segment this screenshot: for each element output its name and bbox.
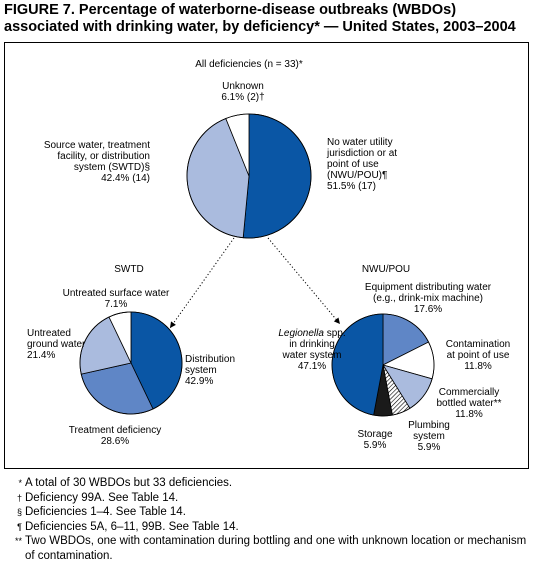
pie-title-swtd: SWTD: [114, 264, 143, 275]
footnote-mark: **: [14, 536, 22, 547]
footnote-text: Deficiencies 1–4. See Table 14.: [25, 506, 186, 519]
slice-label-all-deficiencies-n-33-3: Unknown 6.1% (2)†: [221, 81, 264, 103]
footnote-4: ¶ Deficiencies 5A, 6–11, 99B. See Table 1…: [6, 520, 530, 535]
footnote-text: Deficiency 99A. See Table 14.: [25, 491, 179, 504]
footnote-mark: §: [16, 507, 22, 518]
slice-label-nwu-pou-1: Equipment distributing water (e.g., drink…: [365, 282, 492, 315]
pie-title-nwu-pou: NWU/POU: [362, 264, 410, 275]
slice-label-nwu-pou-5: Storage 5.9%: [357, 429, 392, 451]
footnote-2: † Deficiency 99A. See Table 14.: [6, 491, 530, 506]
footnote-3: § Deficiencies 1–4. See Table 14.: [6, 505, 530, 520]
footnote-mark: ¶: [17, 521, 22, 532]
pie-outline-nwu-pou: [331, 313, 435, 417]
slice-label-swtd-2: Treatment deficiency 28.6%: [69, 425, 161, 447]
connector-arrow-nwu-pou: [267, 237, 341, 325]
slice-label-nwu-pou-6: Legionella spp. in drinking water system 47…: [278, 328, 345, 372]
slice-label-swtd-1: Distribution system 42.9%: [185, 354, 235, 387]
pie-slice-all-deficiencies-n-33-1: [242, 113, 312, 239]
slice-label-swtd-4: Untreated surface water 7.1%: [63, 288, 170, 310]
footnote-5: ** Two WBDOs, one with contamination duri…: [6, 534, 530, 563]
pie-outline-swtd: [79, 311, 183, 415]
slice-label-swtd-3: Untreated ground water 21.4%: [27, 328, 86, 361]
pie-title-all-deficiencies-n-33: All deficiencies (n = 33)*: [195, 59, 303, 70]
footnotes: * A total of 30 WBDOs but 33 deficiencies…: [6, 476, 530, 564]
footnote-mark: †: [16, 492, 22, 503]
pie-charts: No water utility jurisdiction or at point …: [27, 59, 510, 453]
footnote-text: A total of 30 WBDOs but 33 deficiencies.: [25, 477, 233, 489]
footnote-mark: *: [18, 478, 22, 488]
slice-label-all-deficiencies-n-33-2: Source water, treatment facility, or dist…: [44, 140, 150, 184]
footnote-1: * A total of 30 WBDOs but 33 deficiencies…: [6, 476, 530, 491]
figure-title: FIGURE 7. Percentage of waterborne-disea…: [4, 2, 529, 36]
figure-title-line-2: associated with drinking water, by defic…: [4, 19, 516, 35]
figure-title-line-1: FIGURE 7. Percentage of waterborne-disea…: [4, 2, 457, 18]
slice-label-all-deficiencies-n-33-1: No water utility jurisdiction or at point …: [326, 137, 397, 192]
slice-label-nwu-pou-3: Commercially bottled water** 11.8%: [436, 387, 501, 420]
footnote-text: Deficiencies 5A, 6–11, 99B. See Table 14…: [25, 520, 239, 533]
chart-frame: [4, 42, 529, 469]
pie-outline-all-deficiencies-n-33: [186, 113, 312, 239]
footnote-text: Two WBDOs, one with contamination during…: [25, 535, 527, 562]
slice-label-nwu-pou-2: Contamination at point of use 11.8%: [446, 339, 510, 372]
connector-arrow-swtd: [169, 237, 235, 329]
slice-label-nwu-pou-4: Plumbing system 5.9%: [408, 420, 450, 453]
